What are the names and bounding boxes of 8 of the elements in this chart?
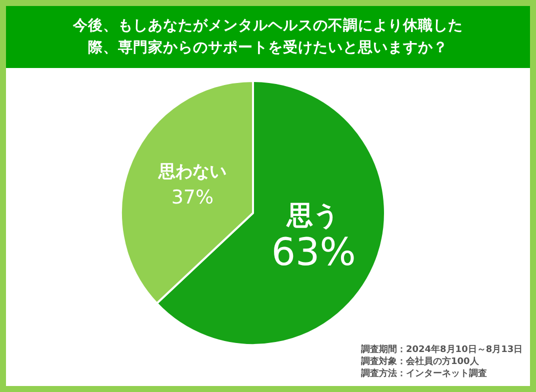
text: 調査対象：会社員の方100人 [361, 356, 480, 368]
data-label: 37% [171, 186, 214, 209]
data-label: 63% [271, 230, 356, 274]
slice-label: 思わない [157, 162, 226, 182]
slice-label: 思う [286, 200, 340, 231]
chart-title: 今後、もしあなたがメンタルヘルスの不調により休職した際、専門家からのサポートを受けたいと思いますか？ [6, 6, 530, 68]
text: 調査方法：インターネット調査 [361, 368, 488, 380]
text: 調査期間：2024年8月10日～8月13日 [361, 344, 523, 356]
